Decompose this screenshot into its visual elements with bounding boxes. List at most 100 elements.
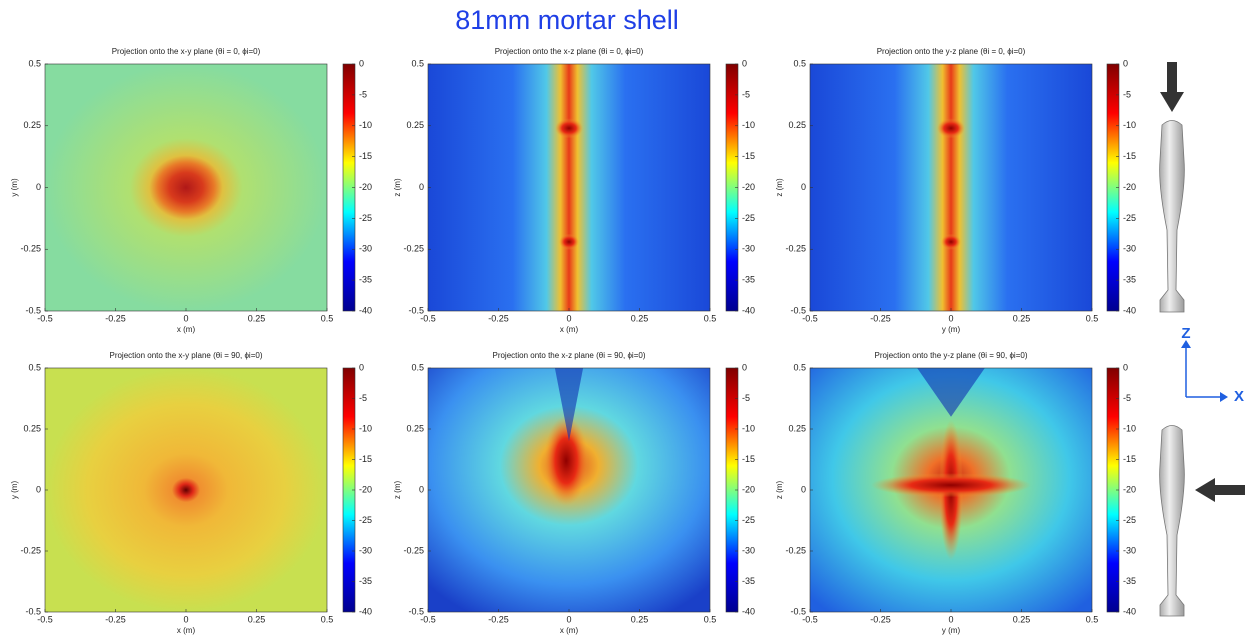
colorbar-tick-label: -10 [359, 423, 372, 433]
colorbar-tick-label: -25 [742, 515, 755, 525]
colorbar-tick-label: -5 [1123, 89, 1131, 99]
x-tick-label: 0 [183, 614, 188, 624]
colorbar-tick-label: -30 [742, 244, 755, 254]
colorbar-tick-label: -10 [742, 423, 755, 433]
colorbar-tick-label: -5 [742, 89, 750, 99]
colorbar-tick-label: 0 [1123, 362, 1128, 372]
colorbar-tick-label: -5 [742, 393, 750, 403]
y-tick-label: -0.25 [785, 244, 806, 254]
colorbar-tick-label: -20 [359, 484, 372, 494]
x-tick-label: -0.5 [802, 313, 818, 323]
x-axis-label: y (m) [942, 626, 961, 635]
colorbar-tick-label: -15 [1123, 454, 1136, 464]
hotspot [559, 233, 579, 250]
y-tick-label: 0.25 [406, 423, 424, 433]
colorbar-tick-label: -40 [359, 606, 372, 616]
x-tick-label: 0.25 [631, 614, 649, 624]
colorbar-tick-label: 0 [742, 58, 747, 68]
x-tick-label: -0.5 [420, 313, 436, 323]
colorbar-tick-label: -5 [359, 393, 367, 403]
x-tick-label: 0 [566, 614, 571, 624]
colorbar-tick-label: -40 [742, 305, 755, 315]
colorbar-tick-label: -20 [1123, 484, 1136, 494]
x-tick-label: 0 [948, 313, 953, 323]
y-tick-label: 0.5 [28, 58, 41, 68]
x-tick-label: -0.25 [870, 313, 891, 323]
colorbar-tick-label: -35 [359, 275, 372, 285]
x-tick-label: 0.5 [1086, 313, 1099, 323]
hotspot [941, 233, 961, 250]
y-tick-label: 0.5 [793, 362, 806, 372]
x-tick-label: -0.5 [802, 614, 818, 624]
y-tick-label: -0.5 [790, 305, 806, 315]
colorbar-tick-label: 0 [359, 58, 364, 68]
heatmap-panel: Projection onto the x-z plane (θi = 90, … [393, 351, 755, 635]
x-tick-label: 0.5 [321, 614, 334, 624]
colorbar-tick-label: -30 [1123, 545, 1136, 555]
x-tick-label: 0 [566, 313, 571, 323]
x-tick-label: -0.25 [870, 614, 891, 624]
colorbar-tick-label: -15 [1123, 151, 1136, 161]
colorbar-tick-label: -15 [742, 151, 755, 161]
x-axis-label: x (m) [560, 626, 579, 635]
colorbar-tick-label: -25 [359, 515, 372, 525]
x-label: X [1234, 388, 1244, 405]
colorbar-tick-label: -35 [1123, 275, 1136, 285]
colorbar-tick-label: -5 [1123, 393, 1131, 403]
shadow [917, 368, 985, 417]
axes-icon: Z X [1181, 325, 1244, 405]
y-tick-label: 0 [419, 182, 424, 192]
y-tick-label: -0.5 [25, 305, 41, 315]
shell-bottom [1159, 425, 1245, 617]
colorbar-tick-label: -20 [742, 182, 755, 192]
colorbar-tick-label: -25 [1123, 515, 1136, 525]
y-axis-label: y (m) [10, 481, 19, 500]
colorbar-tick-label: -15 [742, 454, 755, 464]
y-tick-label: -0.25 [403, 545, 424, 555]
colorbar-tick-label: -40 [1123, 606, 1136, 616]
y-tick-label: -0.5 [408, 606, 424, 616]
y-tick-label: -0.25 [403, 244, 424, 254]
x-tick-label: 0.25 [631, 313, 649, 323]
colorbar-tick-label: -20 [359, 182, 372, 192]
colorbar-tick-label: -10 [359, 120, 372, 130]
colorbar-tick-label: 0 [1123, 58, 1128, 68]
panel-title: Projection onto the x-y plane (θi = 0, ϕ… [112, 47, 261, 56]
x-arrow [1220, 392, 1228, 402]
heatmap-panel: Projection onto the y-z plane (θi = 90, … [775, 351, 1136, 635]
arrow-shaft [1167, 62, 1177, 94]
figure-title: 81mm mortar shell [455, 5, 679, 35]
colorbar-tick-label: -30 [742, 545, 755, 555]
shadow [554, 368, 584, 442]
x-tick-label: 0.5 [1086, 614, 1099, 624]
y-tick-label: -0.25 [20, 545, 41, 555]
z-label: Z [1181, 325, 1190, 342]
heatmap-panel: Projection onto the x-z plane (θi = 0, ϕ… [393, 47, 755, 334]
x-tick-label: 0.25 [248, 614, 266, 624]
y-tick-label: -0.25 [785, 545, 806, 555]
colorbar-tick-label: 0 [359, 362, 364, 372]
colorbar-tick-label: -40 [742, 606, 755, 616]
y-tick-label: 0 [801, 484, 806, 494]
colorbar-tick-label: -25 [359, 213, 372, 223]
y-tick-label: 0.25 [23, 423, 41, 433]
shell [1159, 425, 1185, 617]
colorbar-tick-label: -15 [359, 454, 372, 464]
colorbar-tick-label: -20 [742, 484, 755, 494]
colorbar-tick-label: -10 [742, 120, 755, 130]
colorbar-tick-label: -5 [359, 89, 367, 99]
x-tick-label: 0.5 [704, 614, 717, 624]
x-tick-label: 0.25 [248, 313, 266, 323]
heatmap-panel: Projection onto the x-y plane (θi = 0, ϕ… [10, 47, 372, 334]
colorbar-tick-label: -10 [1123, 423, 1136, 433]
y-tick-label: 0 [419, 484, 424, 494]
shell-top [1159, 62, 1185, 313]
panel-title: Projection onto the x-z plane (θi = 90, … [492, 351, 645, 360]
colorbar-tick-label: -25 [1123, 213, 1136, 223]
colorbar-tick-label: -40 [359, 305, 372, 315]
colorbar-tick-label: -15 [359, 151, 372, 161]
y-tick-label: 0.5 [793, 58, 806, 68]
y-tick-label: 0 [36, 182, 41, 192]
heatmap-panel: Projection onto the y-z plane (θi = 0, ϕ… [775, 47, 1136, 334]
